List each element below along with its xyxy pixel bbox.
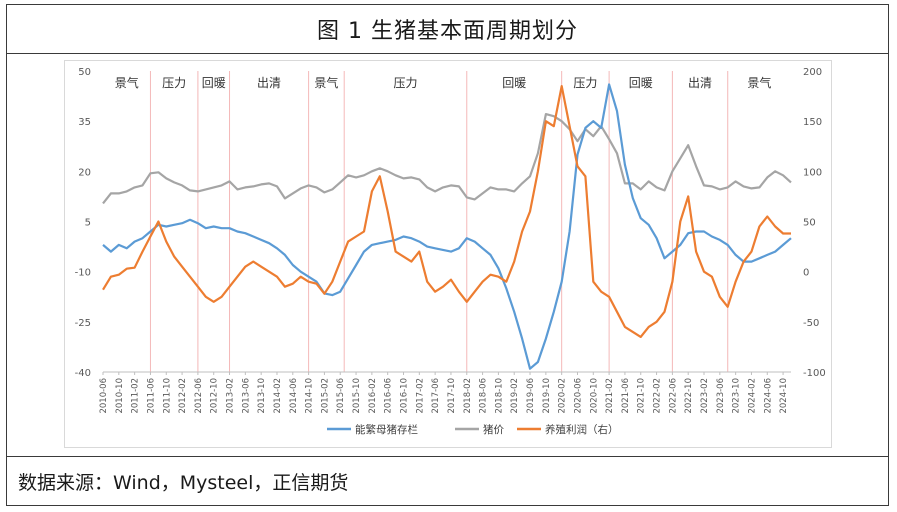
x-tick-label: 2013-06 — [241, 378, 251, 414]
x-tick-label: 2014-02 — [273, 378, 283, 414]
y2-tick-label: -50 — [803, 318, 819, 329]
x-tick-label: 2012-02 — [178, 378, 188, 414]
x-tick-label: 2024-02 — [747, 378, 757, 414]
legend-label: 养殖利润（右） — [545, 423, 619, 436]
x-tick-label: 2023-02 — [700, 378, 710, 414]
period-label: 回暖 — [202, 76, 226, 90]
period-label: 出清 — [257, 76, 281, 90]
period-label: 压力 — [162, 76, 186, 90]
legend-label: 能繁母猪存栏 — [355, 423, 418, 436]
x-tick-label: 2019-10 — [542, 378, 552, 414]
x-tick-label: 2019-02 — [510, 378, 520, 414]
series-line — [102, 83, 792, 370]
period-label: 压力 — [573, 76, 597, 90]
x-tick-label: 2020-06 — [573, 378, 583, 414]
y-tick-label: 5 — [85, 218, 91, 229]
period-label: 回暖 — [629, 76, 653, 90]
y-tick-label: 20 — [78, 167, 91, 178]
legend-label: 猪价 — [483, 424, 504, 436]
series-line — [102, 85, 791, 338]
x-tick-label: 2013-02 — [226, 378, 236, 414]
period-label: 出清 — [688, 76, 712, 90]
x-tick-label: 2023-06 — [716, 378, 726, 414]
y2-tick-label: -100 — [803, 368, 826, 379]
source-note: 数据来源：Wind，Mysteel，正信期货 — [6, 456, 889, 506]
x-tick-label: 2012-06 — [194, 378, 204, 414]
period-label: 回暖 — [502, 76, 526, 90]
y-tick-label: -40 — [75, 368, 91, 379]
x-tick-label: 2017-06 — [431, 378, 441, 414]
x-tick-label: 2016-06 — [384, 378, 394, 414]
x-tick-label: 2016-10 — [400, 378, 410, 414]
x-tick-label: 2011-06 — [146, 378, 156, 414]
period-label: 压力 — [393, 76, 417, 90]
x-tick-label: 2024-10 — [779, 378, 789, 414]
x-tick-label: 2017-02 — [415, 378, 425, 414]
y-tick-label: 50 — [78, 67, 91, 78]
x-tick-label: 2010-06 — [99, 378, 109, 414]
x-tick-label: 2022-02 — [653, 378, 663, 414]
x-tick-label: 2016-02 — [368, 378, 378, 414]
figure-title: 图 1 生猪基本面周期划分 — [6, 4, 889, 54]
x-tick-label: 2020-10 — [589, 378, 599, 414]
x-tick-label: 2023-10 — [732, 378, 742, 414]
x-tick-label: 2022-06 — [668, 378, 678, 414]
x-tick-label: 2018-06 — [479, 378, 489, 414]
x-tick-label: 2018-10 — [494, 378, 504, 414]
x-tick-label: 2019-06 — [526, 378, 536, 414]
x-tick-label: 2015-10 — [352, 378, 362, 414]
chart-area: 景气 压力 回暖 出清 景气 压力 回暖 压力 回暖 出清 景气 50 35 20 5 -10 -25 -40 20… — [64, 60, 832, 448]
series-line — [102, 113, 792, 205]
line-chart: 景气 压力 回暖 出清 景气 压力 回暖 压力 回暖 出清 景气 50 35 20 5 -10 -25 -40 20… — [75, 67, 826, 436]
period-label: 景气 — [747, 75, 771, 90]
x-tick-label: 2017-10 — [447, 378, 457, 414]
x-tick-label: 2024-06 — [763, 378, 773, 414]
figure-frame — [6, 4, 889, 506]
y-tick-label: 35 — [78, 117, 91, 128]
y2-tick-label: 50 — [803, 218, 816, 229]
x-tick-label: 2013-10 — [257, 378, 267, 414]
x-tick-label: 2020-02 — [558, 378, 568, 414]
x-tick-label: 2012-10 — [210, 378, 220, 414]
y2-tick-label: 100 — [803, 167, 822, 178]
y-tick-label: -25 — [75, 318, 91, 329]
x-tick-label: 2015-02 — [320, 378, 330, 414]
x-tick-label: 2021-06 — [621, 378, 631, 414]
x-tick-label: 2018-02 — [463, 378, 473, 414]
x-tick-label: 2021-10 — [637, 378, 647, 414]
y2-tick-label: 0 — [803, 268, 809, 279]
x-tick-label: 2014-06 — [289, 378, 299, 414]
y-tick-label: -10 — [75, 268, 91, 279]
x-tick-label: 2011-02 — [131, 378, 141, 414]
x-tick-label: 2010-10 — [115, 378, 125, 414]
x-tick-label: 2014-10 — [305, 378, 315, 414]
x-tick-label: 2022-10 — [684, 378, 694, 414]
x-tick-label: 2021-02 — [605, 378, 615, 414]
x-tick-label: 2011-10 — [162, 378, 172, 414]
period-label: 景气 — [314, 75, 338, 90]
x-tick-label: 2015-06 — [336, 378, 346, 414]
y2-tick-label: 200 — [803, 67, 822, 78]
y2-tick-label: 150 — [803, 117, 822, 128]
period-label: 景气 — [115, 75, 139, 90]
